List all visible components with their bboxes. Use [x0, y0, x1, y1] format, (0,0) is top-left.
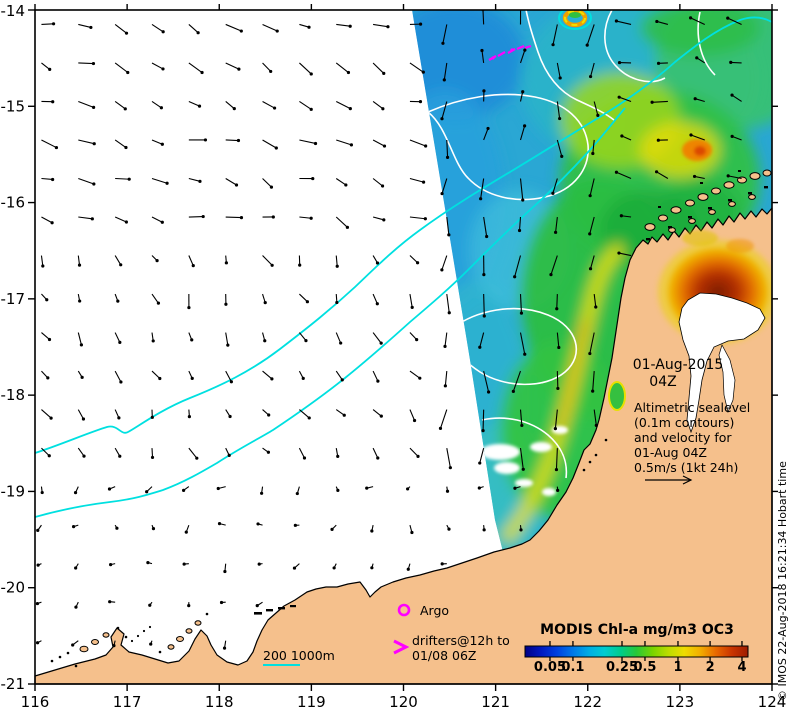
info-line: and velocity for: [634, 430, 732, 445]
colorbar-tick-label: 4: [737, 660, 746, 675]
y-axis-label: -18: [1, 386, 26, 404]
credit-text: © IMOS 22-Aug-2018 16:21:34 Hobart time: [776, 461, 789, 701]
datetime-line2: 04Z: [649, 374, 676, 390]
x-axis-label: 119: [297, 693, 326, 710]
drifters-label-1: drifters@12h to: [412, 633, 510, 648]
y-axis-label: -15: [1, 97, 26, 115]
x-axis-label: 120: [389, 693, 418, 710]
colorbar-tick-label: 1: [673, 660, 682, 675]
colorbar-gradient: [525, 646, 748, 657]
x-axis-label: 118: [205, 693, 234, 710]
colorbar-tick-label: 0.5: [633, 660, 656, 675]
y-axis-label: -21: [1, 675, 26, 693]
colorbar-title: MODIS Chl-a mg/m3 OC3: [540, 622, 734, 638]
x-axis-label: 124: [758, 693, 787, 710]
x-axis-label: 122: [573, 693, 602, 710]
drifters-label-2: 01/08 06Z: [412, 648, 476, 663]
coastal-chl-blob: [609, 382, 625, 410]
colorbar-tick-label: 0.1: [561, 660, 584, 675]
y-axis-label: -17: [1, 290, 26, 308]
colorbar-tick-label: 2: [706, 660, 715, 675]
info-line: (0.1m contours): [634, 415, 734, 430]
y-axis-label: -19: [1, 482, 26, 500]
y-axis-label: -14: [1, 2, 26, 20]
x-axis-label: 121: [481, 693, 510, 710]
info-line: Altimetric sealevel: [634, 400, 750, 415]
x-axis-label: 116: [21, 693, 50, 710]
bathymetry-legend-label: 200 1000m: [263, 648, 335, 663]
y-axis-label: -20: [1, 579, 26, 597]
argo-label: Argo: [420, 603, 449, 618]
info-line: 01-Aug 04Z: [634, 445, 707, 460]
high-chl-spot: [682, 139, 712, 161]
bathymetry-legend: 200 1000m: [263, 648, 335, 665]
info-line: 0.5m/s (1kt 24h): [634, 460, 738, 475]
x-axis-label: 123: [666, 693, 695, 710]
x-axis-label: 117: [113, 693, 142, 710]
datetime-line1: 01-Aug-2015: [633, 357, 724, 373]
y-axis-label: -16: [1, 194, 26, 212]
